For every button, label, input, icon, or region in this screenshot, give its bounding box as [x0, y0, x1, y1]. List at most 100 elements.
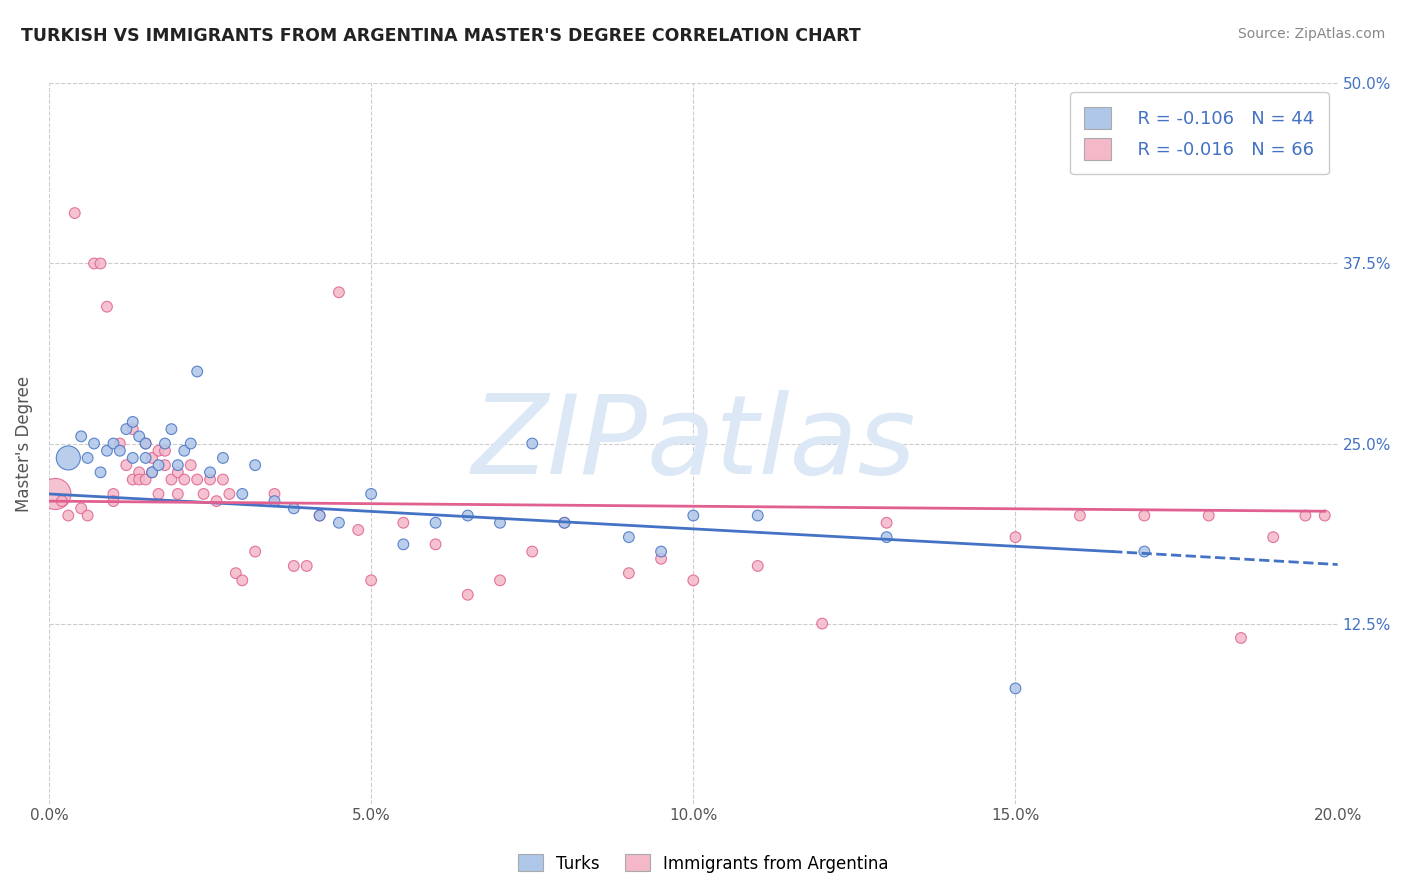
Point [96, 300, 118, 314]
Point [96, 443, 118, 458]
Point [328, 516, 350, 530]
Text: ZIPatlas: ZIPatlas [471, 390, 915, 497]
Point [103, 494, 125, 508]
Point [58, 450, 80, 465]
Point [148, 487, 170, 501]
Point [63, 206, 86, 220]
Point [135, 473, 157, 487]
Point [89, 466, 111, 480]
Point [153, 443, 176, 458]
Point [263, 494, 285, 508]
Point [489, 516, 512, 530]
Point [876, 516, 898, 530]
Point [135, 436, 157, 450]
Point [212, 450, 235, 465]
Point [180, 458, 202, 472]
Point [89, 256, 111, 270]
Point [553, 516, 575, 530]
Point [76, 450, 98, 465]
Point [457, 588, 479, 602]
Point [121, 450, 143, 465]
Point [166, 466, 188, 480]
Point [747, 558, 769, 573]
Point [1294, 508, 1316, 523]
Point [650, 551, 672, 566]
Point [295, 558, 318, 573]
Point [70, 501, 93, 516]
Legend: Turks, Immigrants from Argentina: Turks, Immigrants from Argentina [510, 847, 896, 880]
Point [128, 429, 150, 443]
Point [115, 458, 138, 472]
Point [617, 530, 640, 544]
Point [103, 487, 125, 501]
Point [44, 487, 66, 501]
Point [1263, 530, 1285, 544]
Point [218, 487, 240, 501]
Point [747, 508, 769, 523]
Point [308, 508, 330, 523]
Point [51, 494, 73, 508]
Point [193, 487, 215, 501]
Point [141, 466, 163, 480]
Point [650, 544, 672, 558]
Point [243, 458, 266, 472]
Point [108, 436, 131, 450]
Point [121, 422, 143, 436]
Point [360, 574, 382, 588]
Point [173, 443, 195, 458]
Point [121, 415, 143, 429]
Point [347, 523, 370, 537]
Point [682, 508, 704, 523]
Point [425, 537, 447, 551]
Legend:   R = -0.106   N = 44,   R = -0.016   N = 66: R = -0.106 N = 44, R = -0.016 N = 66 [1070, 93, 1329, 175]
Point [617, 566, 640, 581]
Point [173, 473, 195, 487]
Point [115, 422, 138, 436]
Point [153, 436, 176, 450]
Point [308, 508, 330, 523]
Point [1004, 681, 1026, 696]
Point [522, 544, 544, 558]
Point [108, 443, 131, 458]
Point [682, 574, 704, 588]
Point [103, 436, 125, 450]
Point [160, 473, 183, 487]
Point [128, 473, 150, 487]
Point [70, 429, 93, 443]
Point [1313, 508, 1336, 523]
Point [198, 473, 221, 487]
Point [76, 508, 98, 523]
Text: TURKISH VS IMMIGRANTS FROM ARGENTINA MASTER'S DEGREE CORRELATION CHART: TURKISH VS IMMIGRANTS FROM ARGENTINA MAS… [21, 27, 860, 45]
Point [263, 487, 285, 501]
Point [328, 285, 350, 300]
Point [1198, 508, 1220, 523]
Point [243, 544, 266, 558]
Point [83, 436, 105, 450]
Point [425, 516, 447, 530]
Point [58, 508, 80, 523]
Point [1069, 508, 1091, 523]
Point [212, 473, 235, 487]
Point [1230, 631, 1253, 645]
Point [1133, 544, 1156, 558]
Point [141, 466, 163, 480]
Point [180, 436, 202, 450]
Point [489, 574, 512, 588]
Point [392, 516, 415, 530]
Point [141, 450, 163, 465]
Point [553, 516, 575, 530]
Point [166, 458, 188, 472]
Point [128, 466, 150, 480]
Point [121, 473, 143, 487]
Point [135, 450, 157, 465]
Y-axis label: Master's Degree: Master's Degree [15, 376, 32, 512]
Point [225, 566, 247, 581]
Point [186, 473, 208, 487]
Point [148, 443, 170, 458]
Point [457, 508, 479, 523]
Point [198, 466, 221, 480]
Point [148, 458, 170, 472]
Point [1004, 530, 1026, 544]
Point [135, 436, 157, 450]
Point [283, 501, 305, 516]
